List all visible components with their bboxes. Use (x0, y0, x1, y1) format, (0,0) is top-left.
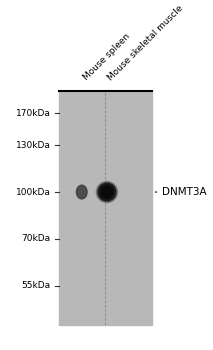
Text: Mouse skeletal muscle: Mouse skeletal muscle (106, 4, 185, 82)
Text: 70kDa: 70kDa (22, 234, 51, 243)
Text: 100kDa: 100kDa (16, 188, 51, 197)
Text: 55kDa: 55kDa (22, 281, 51, 290)
Text: DNMT3A: DNMT3A (155, 187, 207, 197)
Ellipse shape (101, 186, 113, 198)
Text: 170kDa: 170kDa (16, 108, 51, 118)
Ellipse shape (98, 183, 116, 201)
Ellipse shape (96, 182, 118, 203)
Ellipse shape (76, 185, 87, 199)
Text: 130kDa: 130kDa (16, 141, 51, 150)
Text: Mouse spleen: Mouse spleen (81, 32, 131, 82)
Bar (59, 91, 153, 325)
